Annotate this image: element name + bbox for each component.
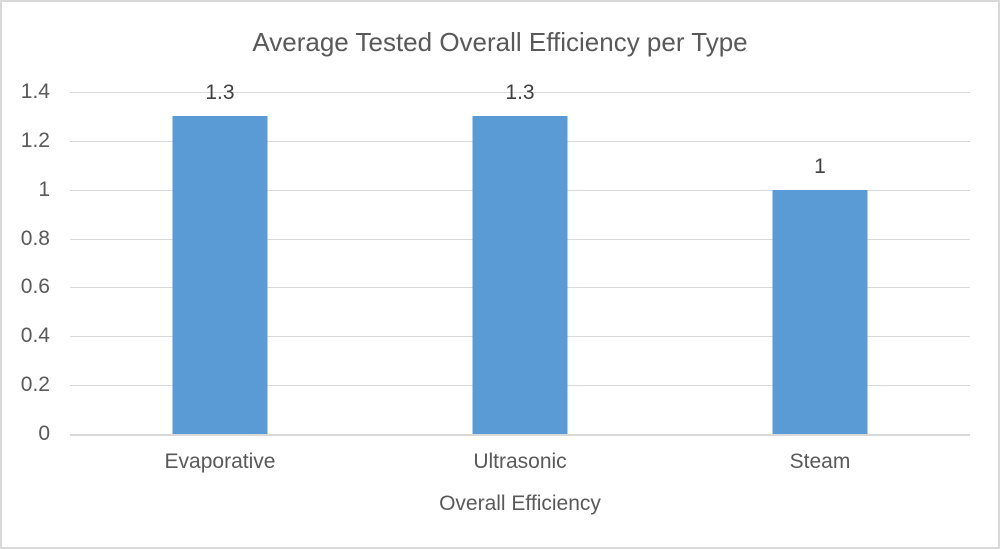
bar-value-label: 1.3 [505, 81, 535, 105]
y-tick-label: 0.4 [20, 324, 50, 348]
gridline [70, 92, 970, 93]
y-tick-label: 1 [38, 177, 50, 201]
category-label-ultrasonic: Ultrasonic [473, 450, 567, 473]
y-tick-label: 0.8 [20, 226, 50, 250]
bar-ultrasonic[interactable] [472, 116, 568, 434]
bar-steam[interactable] [772, 189, 868, 434]
category-label-steam: Steam [789, 450, 851, 473]
y-axis-tick-labels: 0 0.2 0.4 0.6 0.8 1 1.2 1.4 [2, 80, 50, 445]
chart-title: Average Tested Overall Efficiency per Ty… [252, 27, 748, 57]
y-tick-label: 0 [38, 422, 50, 445]
x-axis-category-labels: Evaporative Ultrasonic Steam [70, 448, 970, 476]
plot-area: 1.3 1.3 1 [70, 81, 970, 436]
x-axis-title: Overall Efficiency [439, 492, 601, 515]
y-tick-label: 1.4 [20, 80, 50, 103]
bar-evaporative[interactable] [172, 116, 268, 434]
bar-value-label: 1 [814, 154, 826, 178]
category-label-evaporative: Evaporative [164, 450, 276, 473]
bar-value-label: 1.3 [205, 81, 235, 105]
y-tick-label: 1.2 [20, 128, 50, 152]
y-tick-label: 0.6 [20, 275, 50, 299]
y-tick-label: 0.2 [20, 373, 50, 397]
